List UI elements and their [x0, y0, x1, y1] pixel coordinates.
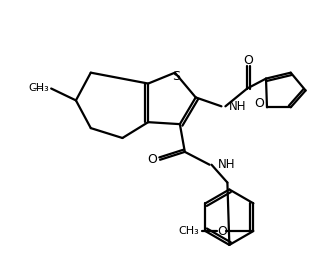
Text: NH: NH: [229, 100, 247, 113]
Text: —: —: [32, 84, 42, 94]
Text: CH₃: CH₃: [178, 226, 199, 236]
Text: O: O: [218, 225, 227, 238]
Text: O: O: [147, 153, 157, 166]
Text: S: S: [172, 70, 180, 83]
Text: O: O: [254, 97, 264, 110]
Text: O: O: [243, 54, 253, 67]
Text: CH₃: CH₃: [28, 83, 49, 92]
Text: NH: NH: [217, 158, 235, 171]
